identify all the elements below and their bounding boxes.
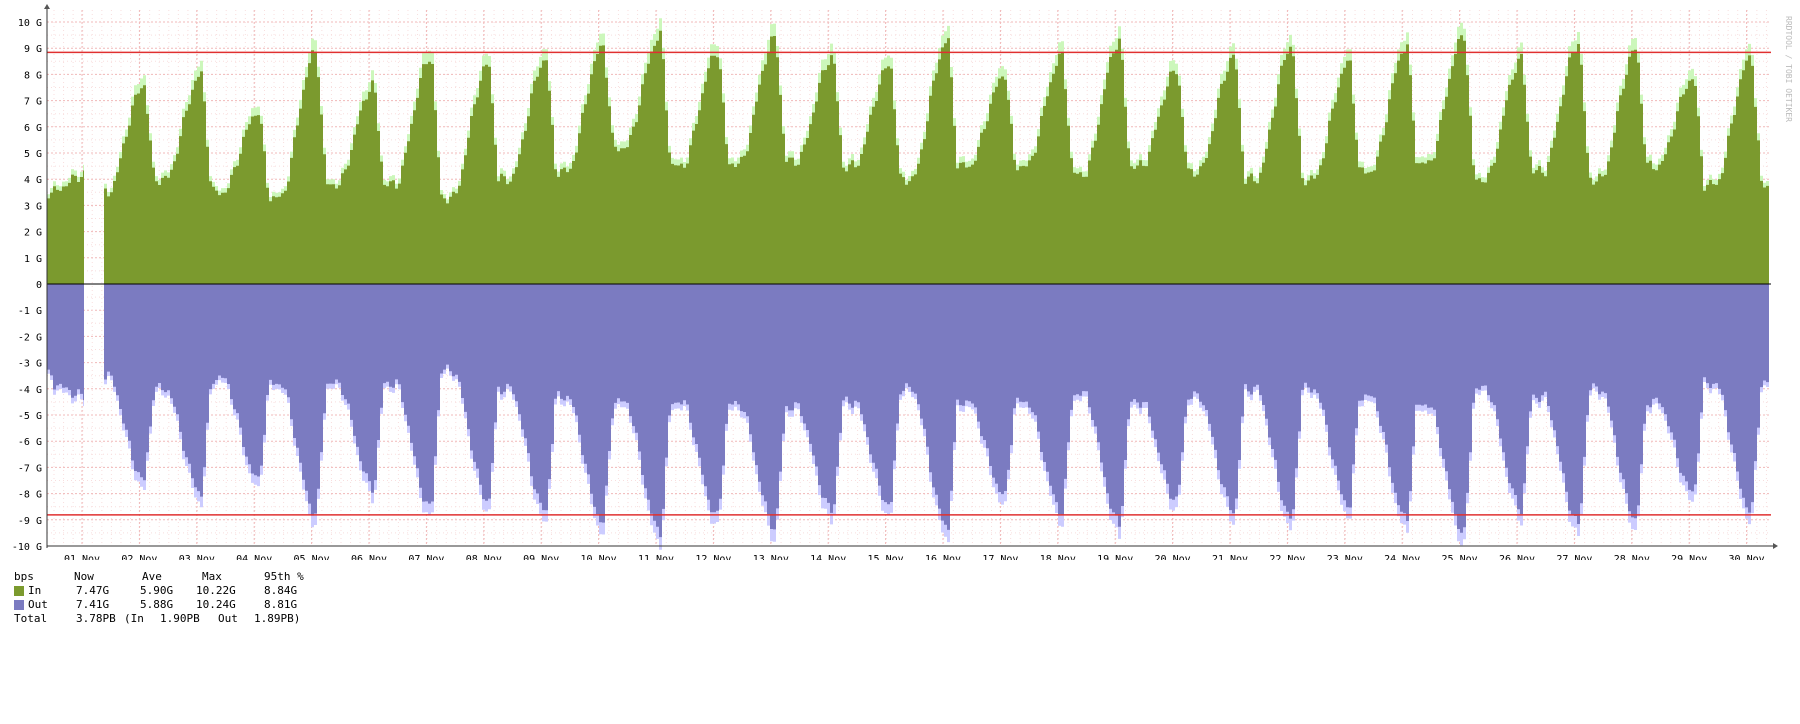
x-tick-label: 04 Nov [236,554,272,560]
legend: bps Now Ave Max 95th % In 7.47G 5.90G 10… [14,570,304,626]
legend-header-now: Now [74,570,94,583]
legend-header-ave: Ave [142,570,162,583]
legend-total-value: 3.78PB [76,612,116,625]
area-out [47,284,1769,538]
x-tick-label: 28 Nov [1614,554,1650,560]
y-tick-label: -1 G [18,306,42,317]
y-tick-label: -6 G [18,437,42,448]
y-tick-label: 10 G [18,18,42,29]
x-tick-label: 11 Nov [638,554,674,560]
y-tick-label: 3 G [24,201,42,212]
x-tick-label: 16 Nov [925,554,961,560]
x-tick-label: 23 Nov [1327,554,1363,560]
legend-total-in-value: 1.90PB [160,612,200,625]
y-tick-label: 8 G [24,70,42,81]
legend-swatch-in [14,586,24,596]
legend-total-label: Total [14,612,48,625]
x-tick-label: 24 Nov [1384,554,1420,560]
legend-max-in: 10.22G [196,584,236,597]
x-tick-label: 19 Nov [1097,554,1133,560]
area-in [47,30,1769,284]
legend-max-out: 10.24G [196,598,236,611]
y-tick-label: 7 G [24,97,42,108]
legend-total-row: Total 3.78PB (In 1.90PB Out 1.89PB) [14,612,300,626]
traffic-chart: 10 G 9 G 8 G 7 G 6 G 5 G 4 G 3 G 2 G 1 G 0 -1 G -2 G… [12,4,1793,560]
y-tick-label: -2 G [18,332,42,343]
p95-lines [47,51,1771,516]
legend-total-in-label: (In [124,612,144,625]
legend-p95-out: 8.81G [264,598,298,611]
legend-row-in: In 7.47G 5.90G 10.22G 8.84G [14,584,297,598]
rrdtool-watermark: RRDTOOL / TOBI OETIKER [1784,16,1793,122]
y-tick-label: -9 G [18,516,42,527]
x-tick-label: 12 Nov [695,554,731,560]
x-tick-label: 30 Nov [1729,554,1765,560]
x-tick-label: 20 Nov [1155,554,1191,560]
y-tick-label: -5 G [18,411,42,422]
x-tick-label: 07 Nov [408,554,444,560]
legend-unit: bps [14,570,34,583]
y-tick-label: 1 G [24,254,42,265]
x-tick-label: 10 Nov [581,554,617,560]
x-tick-label: 29 Nov [1671,554,1707,560]
x-tick-label: 26 Nov [1499,554,1535,560]
y-tick-label: 5 G [24,149,42,160]
legend-header-row: bps Now Ave Max 95th % [14,570,304,584]
x-tick-label: 09 Nov [523,554,559,560]
x-tick-labels: 01 Nov 02 Nov 03 Nov 04 Nov 05 Nov 06 Nov 07 N… [64,554,1765,560]
x-tick-label: 22 Nov [1269,554,1305,560]
x-tick-label: 13 Nov [753,554,789,560]
x-tick-label: 06 Nov [351,554,387,560]
x-tick-label: 21 Nov [1212,554,1248,560]
y-tick-label: 4 G [24,175,42,186]
x-tick-label: 27 Nov [1556,554,1592,560]
x-tick-label: 14 Nov [810,554,846,560]
legend-ave-out: 5.88G [140,598,174,611]
legend-total-out-value: 1.89PB) [254,612,301,625]
y-tick-labels: 10 G 9 G 8 G 7 G 6 G 5 G 4 G 3 G 2 G 1 G 0 -1 G -2 G… [12,18,42,553]
x-tick-label: 18 Nov [1040,554,1076,560]
x-tick-label: 15 Nov [868,554,904,560]
legend-header-max: Max [202,570,222,583]
x-axis-arrow [1773,543,1778,549]
legend-now-in: 7.47G [76,584,110,597]
x-tick-label: 02 Nov [121,554,157,560]
legend-label-in: In [28,584,42,597]
y-tick-label: -7 G [18,463,42,474]
legend-total-out-label: Out [218,612,238,625]
legend-swatch-out [14,600,24,610]
y-tick-label: 2 G [24,228,42,239]
x-tick-label: 17 Nov [982,554,1018,560]
y-tick-label: 0 [36,280,42,291]
x-tick-label: 25 Nov [1442,554,1478,560]
x-tick-label: 03 Nov [179,554,215,560]
legend-row-out: Out 7.41G 5.88G 10.24G 8.81G [14,598,297,612]
series-areas [47,18,1769,550]
legend-p95-in: 8.84G [264,584,298,597]
y-tick-label: -8 G [18,490,42,501]
y-tick-label: -3 G [18,359,42,370]
x-tick-label: 05 Nov [294,554,330,560]
legend-header-p95: 95th % [264,570,304,583]
x-tick-label: 08 Nov [466,554,502,560]
y-tick-label: -10 G [12,542,42,553]
x-tick-label: 01 Nov [64,554,100,560]
y-tick-label: -4 G [18,385,42,396]
legend-now-out: 7.41G [76,598,110,611]
y-axis-arrow [44,4,50,9]
legend-label-out: Out [28,598,48,611]
legend-ave-in: 5.90G [140,584,174,597]
y-tick-label: 6 G [24,123,42,134]
y-tick-label: 9 G [24,44,42,55]
